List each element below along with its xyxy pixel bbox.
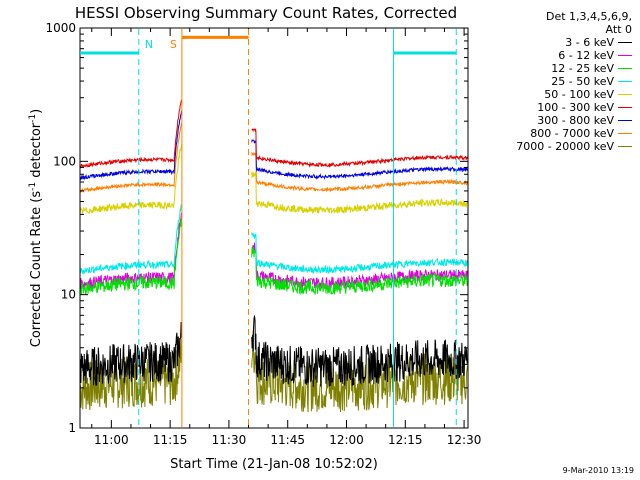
legend-entry: 800 - 7000 keV <box>482 127 632 140</box>
x-tick-label: 11:45 <box>270 433 305 447</box>
legend-label: 6 - 12 keV <box>558 49 614 62</box>
legend-swatch <box>618 133 632 134</box>
legend-swatch <box>618 55 632 56</box>
x-tick-label: 12:15 <box>388 433 423 447</box>
marker-label: S <box>170 38 177 51</box>
legend-label: 800 - 7000 keV <box>530 127 614 140</box>
legend: Det 1,3,4,5,6,9, Att 0 3 - 6 keV 6 - 12 k… <box>482 10 632 153</box>
x-tick-label: 11:30 <box>212 433 247 447</box>
series-line-4 <box>79 143 468 215</box>
x-tick-label: 12:30 <box>447 433 482 447</box>
legend-label: 50 - 100 keV <box>544 88 614 101</box>
y-tick-label: 10 <box>61 288 76 302</box>
legend-swatch <box>618 146 632 147</box>
legend-label: 7000 - 20000 keV <box>516 140 614 153</box>
series-line-5 <box>79 99 468 169</box>
legend-swatch <box>618 42 632 43</box>
x-tick-label: 12:00 <box>329 433 364 447</box>
legend-entry: 12 - 25 keV <box>482 62 632 75</box>
x-tick-label: 11:15 <box>153 433 188 447</box>
marker-label: N <box>145 38 153 51</box>
chart-title: HESSI Observing Summary Count Rates, Cor… <box>75 4 457 22</box>
legend-swatch <box>618 94 632 95</box>
legend-swatch <box>618 107 632 108</box>
legend-label: 12 - 25 keV <box>551 62 614 75</box>
y-tick-label: 1000 <box>45 21 76 35</box>
legend-header-line-1: Det 1,3,4,5,6,9, <box>545 10 632 23</box>
legend-label: 25 - 50 keV <box>551 75 614 88</box>
series-line-0 <box>79 315 468 387</box>
y-axis-label: Corrected Count Rate (s-1 detector-1) <box>28 109 44 347</box>
legend-entry: 7000 - 20000 keV <box>482 140 632 153</box>
series-line-7 <box>79 123 468 193</box>
legend-swatch <box>618 68 632 69</box>
series-line-2 <box>79 217 468 296</box>
legend-entry: 50 - 100 keV <box>482 88 632 101</box>
legend-entry: 300 - 800 keV <box>482 114 632 127</box>
x-axis-label: Start Time (21-Jan-08 10:52:02) <box>170 457 378 472</box>
x-tick-label: 11:00 <box>94 433 129 447</box>
y-tick-label: 100 <box>53 154 76 168</box>
legend-entry: 100 - 300 keV <box>482 101 632 114</box>
legend-label: 300 - 800 keV <box>537 114 614 127</box>
legend-swatch <box>618 81 632 82</box>
legend-entry: 3 - 6 keV <box>482 36 632 49</box>
series-line-3 <box>79 204 468 275</box>
y-tick-label: 1 <box>68 421 76 435</box>
legend-entry: 6 - 12 keV <box>482 49 632 62</box>
legend-header-line-2: Att 0 <box>605 23 632 36</box>
series-line-6 <box>79 110 468 181</box>
legend-swatch <box>618 120 632 121</box>
footer-timestamp: 9-Mar-2010 13:19 <box>562 466 634 475</box>
legend-label: 100 - 300 keV <box>537 101 614 114</box>
legend-label: 3 - 6 keV <box>565 36 614 49</box>
legend-entry: 25 - 50 keV <box>482 75 632 88</box>
plot-frame <box>79 27 469 429</box>
